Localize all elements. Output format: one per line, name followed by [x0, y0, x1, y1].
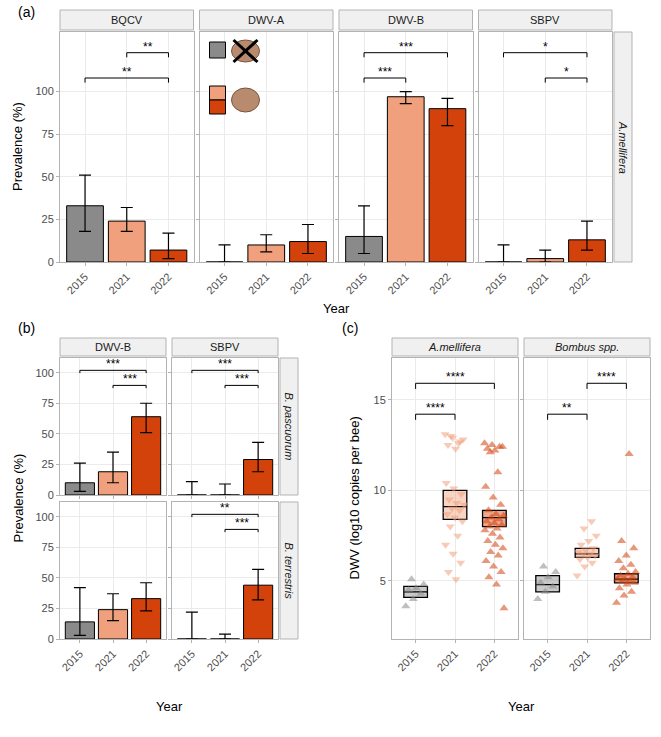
svg-text:2021: 2021	[435, 648, 461, 674]
svg-text:SBPV: SBPV	[210, 341, 240, 353]
svg-text:Prevalence (%): Prevalence (%)	[10, 102, 25, 191]
svg-text:2015: 2015	[483, 271, 509, 297]
svg-text:*: *	[564, 65, 569, 79]
svg-text:2022: 2022	[474, 648, 500, 674]
svg-text:*: *	[543, 40, 548, 54]
svg-text:75: 75	[42, 128, 54, 140]
svg-text:50: 50	[42, 171, 54, 183]
svg-text:(c): (c)	[342, 320, 358, 336]
svg-text:2021: 2021	[205, 648, 231, 674]
svg-text:DWV-B: DWV-B	[388, 14, 424, 26]
svg-text:25: 25	[42, 458, 54, 470]
svg-text:100: 100	[35, 511, 53, 523]
svg-text:***: ***	[399, 40, 413, 54]
svg-text:****: ****	[426, 401, 445, 415]
svg-text:****: ****	[597, 370, 616, 384]
svg-text:B. pascuorum: B. pascuorum	[283, 393, 295, 461]
svg-text:**: **	[562, 401, 572, 415]
svg-text:2022: 2022	[566, 271, 592, 297]
svg-text:2015: 2015	[65, 271, 91, 297]
svg-text:2022: 2022	[606, 648, 632, 674]
svg-text:2022: 2022	[238, 648, 264, 674]
svg-text:10: 10	[374, 484, 386, 496]
svg-text:100: 100	[35, 367, 53, 379]
svg-text:***: ***	[235, 516, 249, 530]
svg-text:A.mellifera: A.mellifera	[428, 341, 481, 353]
svg-text:2022: 2022	[287, 271, 313, 297]
svg-text:BQCV: BQCV	[111, 14, 143, 26]
svg-text:**: **	[143, 40, 153, 54]
svg-text:2022: 2022	[126, 648, 152, 674]
svg-text:SBPV: SBPV	[530, 14, 560, 26]
svg-text:100: 100	[35, 85, 53, 97]
svg-text:A.mellifera: A.mellifera	[617, 121, 629, 174]
svg-text:75: 75	[42, 541, 54, 553]
svg-text:0: 0	[48, 256, 54, 268]
svg-text:2021: 2021	[93, 648, 119, 674]
svg-text:0: 0	[48, 633, 54, 645]
svg-text:****: ****	[446, 370, 465, 384]
svg-text:Prevalence (%): Prevalence (%)	[11, 454, 26, 543]
svg-text:2015: 2015	[395, 648, 421, 674]
svg-text:2015: 2015	[59, 648, 85, 674]
svg-text:Year: Year	[508, 699, 535, 714]
svg-text:Year: Year	[323, 301, 350, 316]
svg-text:Year: Year	[156, 699, 183, 714]
svg-text:0: 0	[48, 489, 54, 501]
svg-text:75: 75	[42, 397, 54, 409]
svg-text:5: 5	[380, 575, 386, 587]
svg-text:(b): (b)	[18, 320, 35, 336]
svg-text:2021: 2021	[567, 648, 593, 674]
svg-text:15: 15	[374, 394, 386, 406]
svg-text:2021: 2021	[385, 271, 411, 297]
svg-text:(a): (a)	[18, 4, 35, 20]
svg-text:**: **	[220, 501, 230, 515]
svg-text:2015: 2015	[527, 648, 553, 674]
svg-text:Bombus spp.: Bombus spp.	[555, 341, 619, 353]
svg-text:2022: 2022	[427, 271, 453, 297]
svg-text:50: 50	[42, 572, 54, 584]
svg-text:2022: 2022	[148, 271, 174, 297]
svg-text:**: **	[122, 65, 132, 79]
svg-text:2021: 2021	[246, 271, 272, 297]
svg-text:2015: 2015	[344, 271, 370, 297]
svg-text:2015: 2015	[204, 271, 230, 297]
svg-text:50: 50	[42, 428, 54, 440]
svg-text:25: 25	[42, 602, 54, 614]
svg-text:***: ***	[218, 357, 232, 371]
svg-text:2015: 2015	[171, 648, 197, 674]
svg-text:***: ***	[378, 65, 392, 79]
svg-text:25: 25	[42, 213, 54, 225]
svg-text:***: ***	[235, 372, 249, 386]
svg-text:2021: 2021	[106, 271, 132, 297]
svg-text:***: ***	[106, 357, 120, 371]
svg-text:DWV-A: DWV-A	[248, 14, 285, 26]
svg-text:***: ***	[123, 372, 137, 386]
svg-text:B. terrestris: B. terrestris	[283, 543, 295, 600]
svg-text:DWV (log10 copies per bee): DWV (log10 copies per bee)	[347, 416, 362, 579]
svg-text:2021: 2021	[525, 271, 551, 297]
svg-text:DWV-B: DWV-B	[95, 341, 131, 353]
